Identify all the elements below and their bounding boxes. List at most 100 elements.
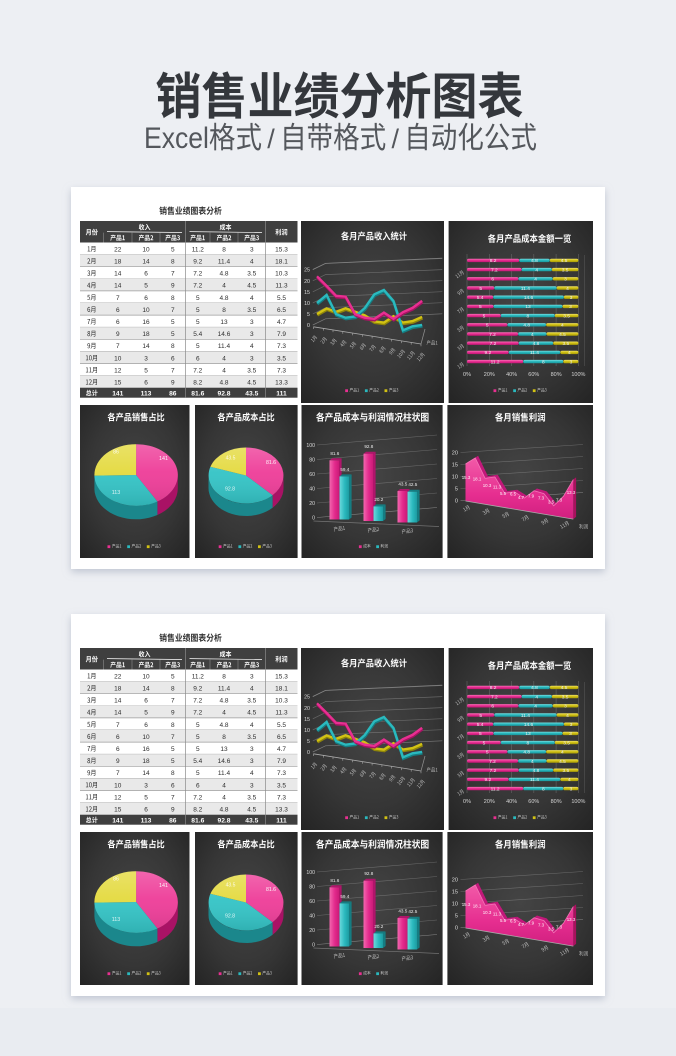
svg-text:86: 86 bbox=[169, 391, 177, 398]
svg-text:4.7: 4.7 bbox=[518, 495, 525, 500]
svg-text:3: 3 bbox=[570, 722, 573, 728]
svg-text:7.2: 7.2 bbox=[491, 694, 498, 700]
svg-text:5: 5 bbox=[307, 312, 310, 318]
svg-text:8.2: 8.2 bbox=[490, 685, 497, 691]
svg-text:86: 86 bbox=[169, 818, 177, 825]
svg-text:141: 141 bbox=[112, 818, 123, 825]
svg-text:92.8: 92.8 bbox=[364, 444, 373, 449]
svg-text:4.8: 4.8 bbox=[219, 380, 228, 387]
svg-text:14.6: 14.6 bbox=[524, 295, 534, 301]
svg-text:4.8: 4.8 bbox=[219, 698, 228, 705]
svg-text:10: 10 bbox=[304, 728, 310, 734]
svg-text:10: 10 bbox=[142, 307, 150, 314]
svg-text:80%: 80% bbox=[551, 799, 562, 805]
svg-text:13: 13 bbox=[525, 304, 531, 310]
svg-text:81.6: 81.6 bbox=[330, 451, 339, 456]
svg-text:5.4: 5.4 bbox=[193, 331, 202, 338]
svg-text:3.5: 3.5 bbox=[247, 734, 256, 741]
svg-text:5: 5 bbox=[171, 331, 175, 338]
svg-text:10.3: 10.3 bbox=[275, 698, 288, 705]
svg-text:6: 6 bbox=[491, 277, 494, 283]
svg-text:4: 4 bbox=[566, 286, 569, 292]
svg-text:4.5: 4.5 bbox=[561, 685, 568, 691]
svg-text:4.5: 4.5 bbox=[247, 807, 256, 814]
svg-text:5: 5 bbox=[196, 746, 200, 753]
svg-text:3.5: 3.5 bbox=[563, 313, 570, 319]
svg-text:3.5: 3.5 bbox=[277, 782, 286, 789]
svg-text:7.2: 7.2 bbox=[193, 283, 202, 290]
svg-text:4.8: 4.8 bbox=[523, 323, 530, 329]
svg-text:92.8: 92.8 bbox=[225, 487, 235, 493]
svg-text:18.1: 18.1 bbox=[275, 686, 288, 693]
svg-text:20: 20 bbox=[452, 878, 458, 884]
svg-text:18: 18 bbox=[142, 758, 150, 765]
svg-text:3: 3 bbox=[250, 331, 254, 338]
svg-text:10: 10 bbox=[114, 355, 122, 362]
svg-text:6: 6 bbox=[196, 355, 200, 362]
svg-text:13: 13 bbox=[220, 319, 228, 326]
svg-text:8: 8 bbox=[171, 259, 175, 266]
svg-text:3: 3 bbox=[569, 731, 572, 737]
svg-text:7.3: 7.3 bbox=[538, 923, 545, 928]
svg-text:20%: 20% bbox=[484, 799, 495, 805]
svg-text:9.2: 9.2 bbox=[484, 350, 491, 356]
svg-text:6: 6 bbox=[116, 319, 120, 326]
svg-text:4.5: 4.5 bbox=[247, 380, 256, 387]
svg-text:141: 141 bbox=[159, 456, 168, 462]
svg-text:0: 0 bbox=[312, 516, 315, 522]
svg-text:10: 10 bbox=[114, 782, 122, 789]
svg-text:43.5: 43.5 bbox=[245, 391, 258, 398]
svg-text:4: 4 bbox=[222, 367, 226, 374]
svg-text:16: 16 bbox=[142, 746, 150, 753]
svg-text:7.9: 7.9 bbox=[277, 758, 286, 765]
svg-text:14: 14 bbox=[142, 259, 150, 266]
svg-text:60%: 60% bbox=[528, 372, 539, 378]
svg-text:5: 5 bbox=[196, 722, 200, 729]
svg-text:15.3: 15.3 bbox=[462, 475, 471, 480]
svg-text:4.5: 4.5 bbox=[247, 710, 256, 717]
svg-text:8: 8 bbox=[171, 295, 175, 302]
svg-text:4: 4 bbox=[222, 283, 226, 290]
svg-text:4: 4 bbox=[222, 355, 226, 362]
svg-text:4: 4 bbox=[534, 277, 537, 283]
svg-text:3: 3 bbox=[250, 673, 254, 680]
svg-text:6: 6 bbox=[171, 782, 175, 789]
svg-text:113: 113 bbox=[141, 818, 152, 825]
svg-text:7.3: 7.3 bbox=[277, 770, 286, 777]
svg-text:13: 13 bbox=[220, 746, 228, 753]
svg-text:4.7: 4.7 bbox=[277, 319, 286, 326]
svg-text:92.8: 92.8 bbox=[225, 914, 235, 920]
svg-text:9.2: 9.2 bbox=[484, 777, 491, 783]
svg-text:11.4: 11.4 bbox=[530, 350, 539, 356]
svg-text:7: 7 bbox=[171, 734, 175, 741]
svg-text:7.3: 7.3 bbox=[556, 925, 563, 930]
svg-text:14.6: 14.6 bbox=[524, 722, 534, 728]
svg-text:Excel: Excel bbox=[144, 122, 209, 155]
svg-text:0: 0 bbox=[307, 750, 310, 756]
svg-text:7: 7 bbox=[116, 343, 120, 350]
svg-text:4.8: 4.8 bbox=[523, 750, 530, 756]
svg-text:3: 3 bbox=[250, 319, 254, 326]
svg-text:5: 5 bbox=[479, 731, 482, 737]
svg-text:11.3: 11.3 bbox=[275, 283, 288, 290]
svg-text:4: 4 bbox=[561, 323, 564, 329]
svg-text:81.6: 81.6 bbox=[266, 887, 276, 893]
svg-text:9.2: 9.2 bbox=[193, 259, 202, 266]
svg-text:13.3: 13.3 bbox=[275, 807, 288, 814]
svg-text:4.8: 4.8 bbox=[531, 685, 538, 691]
svg-text:5: 5 bbox=[483, 740, 486, 746]
svg-text:5: 5 bbox=[196, 734, 200, 741]
svg-text:4.7: 4.7 bbox=[518, 922, 525, 927]
svg-text:18: 18 bbox=[114, 259, 122, 266]
svg-text:8: 8 bbox=[222, 246, 226, 253]
svg-text:81.6: 81.6 bbox=[191, 818, 204, 825]
svg-text:22: 22 bbox=[114, 246, 122, 253]
svg-text:4: 4 bbox=[250, 259, 254, 266]
svg-text:7: 7 bbox=[116, 295, 120, 302]
svg-text:3: 3 bbox=[569, 304, 572, 310]
svg-text:7: 7 bbox=[171, 367, 175, 374]
svg-text:5: 5 bbox=[144, 367, 148, 374]
svg-text:6.5: 6.5 bbox=[510, 919, 517, 924]
svg-text:11.4: 11.4 bbox=[218, 770, 231, 777]
svg-text:6: 6 bbox=[144, 380, 148, 387]
